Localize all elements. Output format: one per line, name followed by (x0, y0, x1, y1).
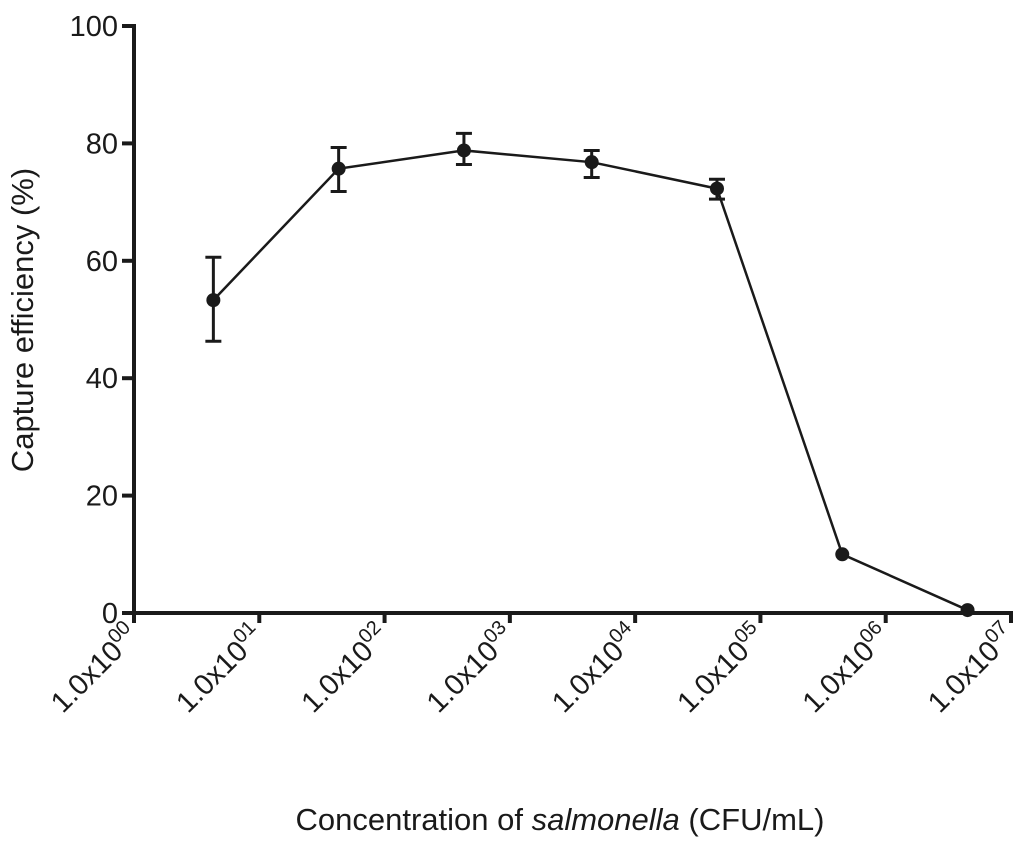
x-axis-title: Concentration of salmonella (CFU/mL) (296, 802, 825, 837)
data-point (456, 143, 471, 158)
x-tick-label: 1.0x1000 (42, 616, 145, 719)
x-tick-base: 1.0x10 (797, 635, 881, 719)
y-tick-label: 0 (102, 598, 118, 630)
y-tick-label: 60 (86, 246, 118, 278)
y-tick-label: 20 (86, 481, 118, 513)
y-tick-label: 40 (86, 363, 118, 395)
x-axis-title-part1: Concentration of (296, 802, 532, 837)
data-point (331, 161, 346, 176)
x-axis-title-part3: (CFU/mL) (680, 802, 825, 837)
data-point (206, 293, 221, 308)
x-axis-title-italic: salmonella (532, 802, 680, 837)
x-tick-label: 1.0x1006 (794, 616, 897, 719)
x-tick-base: 1.0x10 (671, 635, 755, 719)
x-tick-base: 1.0x10 (170, 635, 254, 719)
x-tick-label: 1.0x1002 (293, 616, 396, 719)
series-capture-efficiency (205, 131, 975, 618)
x-tick-label: 1.0x1001 (167, 616, 270, 719)
axes: 0204060801001.0x10001.0x10011.0x10021.0x… (42, 11, 1022, 719)
x-tick-base: 1.0x10 (421, 635, 505, 719)
data-point (584, 155, 599, 170)
x-tick-label: 1.0x1007 (919, 616, 1022, 719)
data-point (835, 547, 850, 562)
x-tick-base: 1.0x10 (296, 635, 380, 719)
x-tick-label: 1.0x1005 (669, 616, 772, 719)
x-tick-base: 1.0x10 (922, 635, 1006, 719)
x-tick-base: 1.0x10 (45, 635, 129, 719)
data-point (960, 603, 975, 618)
y-tick-label: 100 (70, 11, 118, 43)
data-point (709, 181, 724, 196)
y-tick-label: 80 (86, 128, 118, 160)
series-line (212, 149, 969, 612)
x-tick-label: 1.0x1003 (418, 616, 521, 719)
x-tick-base: 1.0x10 (546, 635, 630, 719)
y-axis-title: Capture efficiency (%) (5, 168, 40, 472)
x-tick-label: 1.0x1004 (543, 616, 646, 719)
